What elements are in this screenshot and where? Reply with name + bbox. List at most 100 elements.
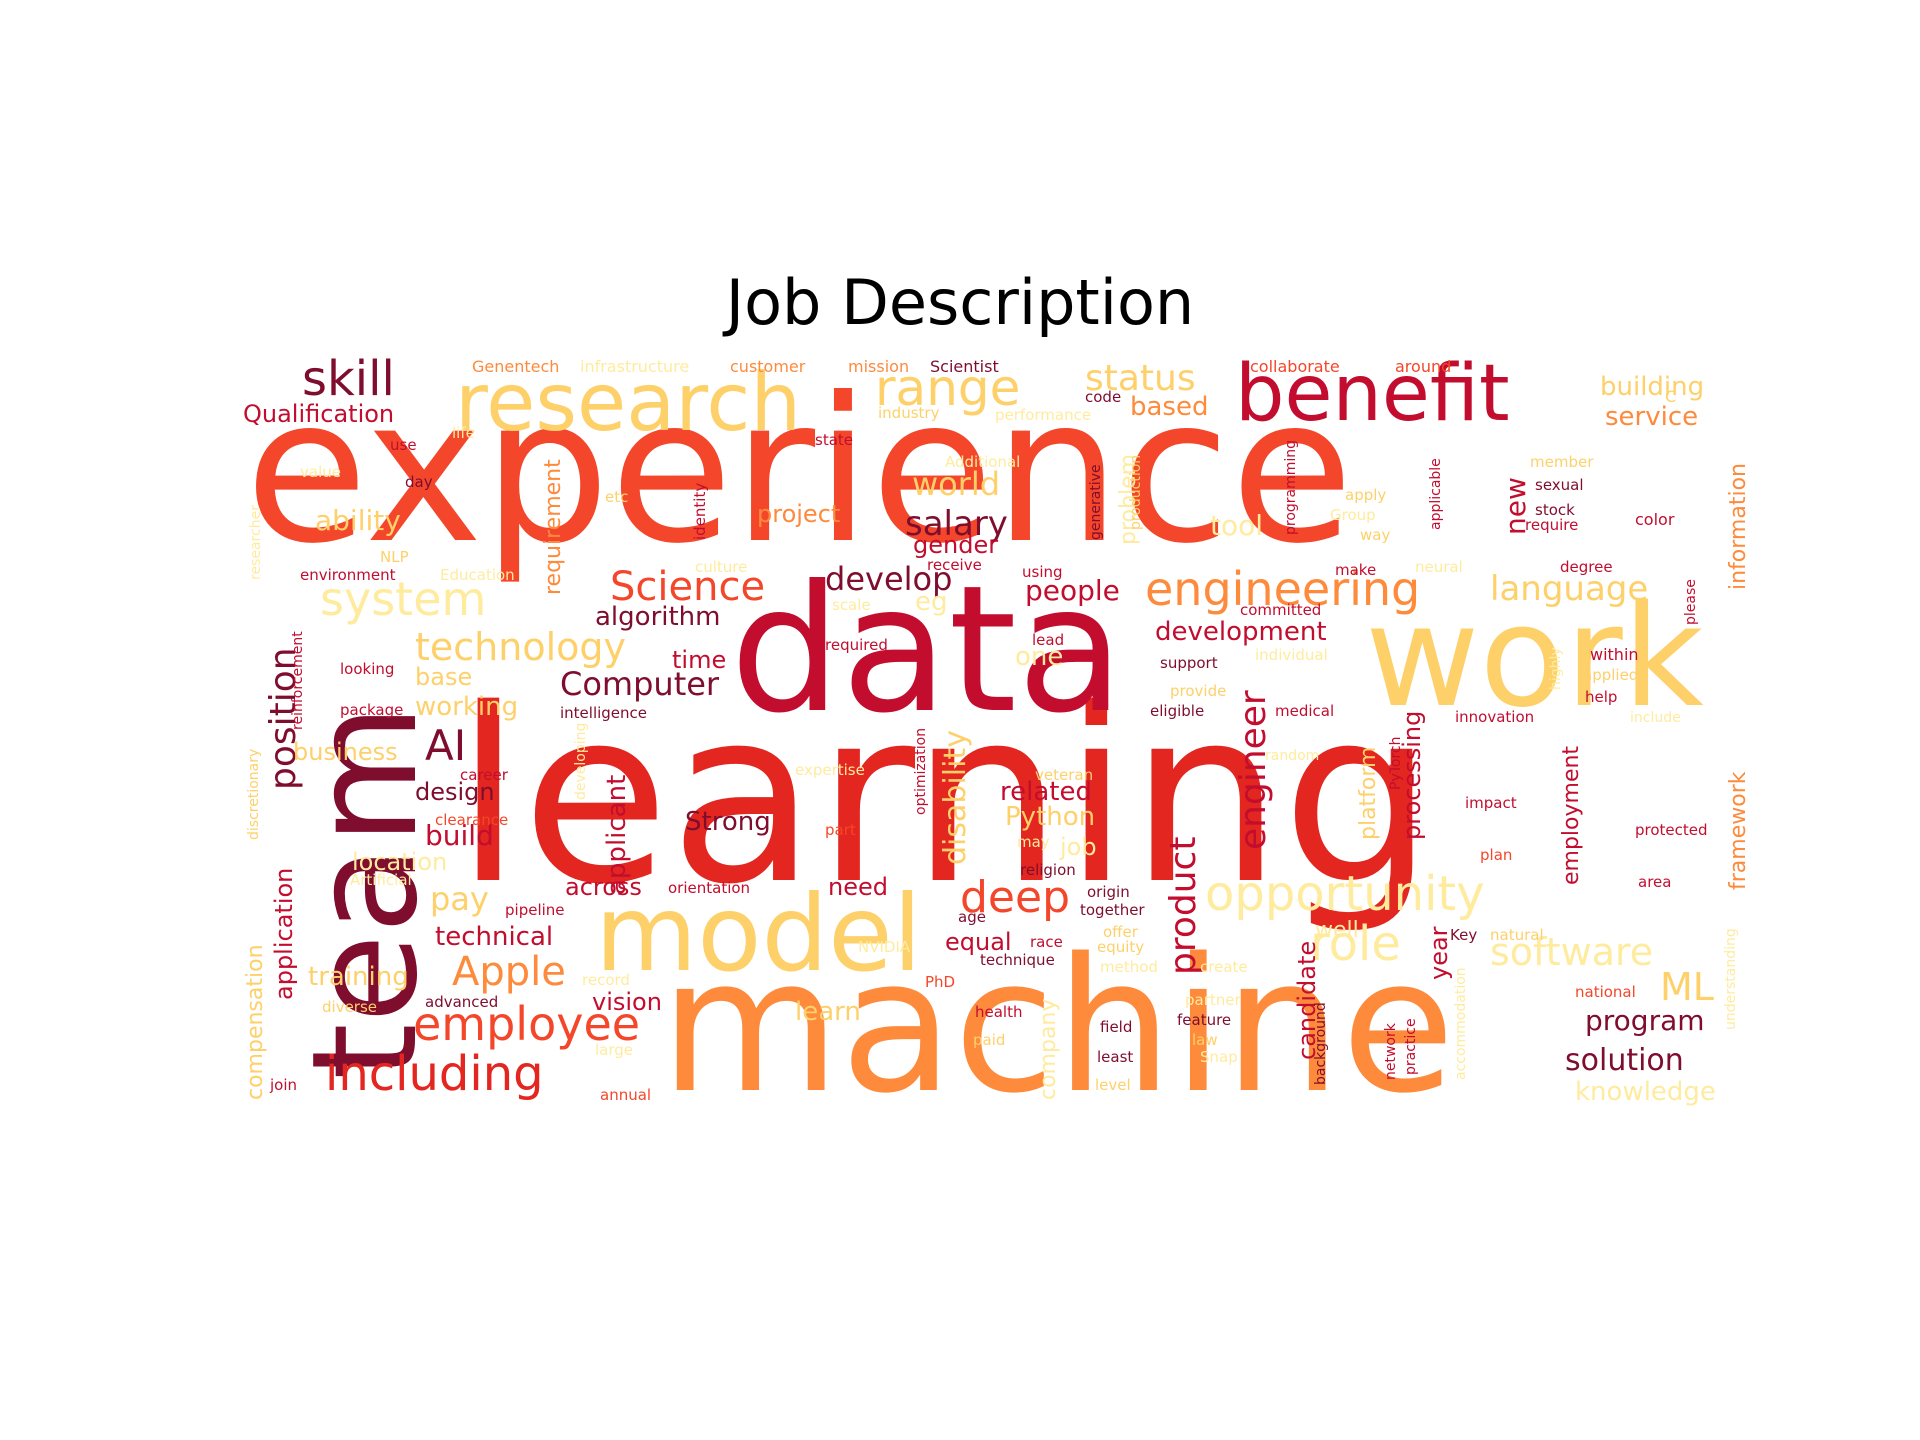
word-technical: technical [435,922,553,952]
word-system: system [320,572,486,626]
word-code: code [1085,388,1121,406]
word-record: record [582,971,630,989]
word-training: training [308,962,409,992]
word-additional: Additional [945,453,1020,471]
word-deep: deep [960,872,1070,923]
word-state: state [815,431,853,449]
word-customer: customer [730,357,806,376]
word-disability: disability [938,730,973,865]
word-world: world [912,465,1000,503]
word-highly: highly [1548,647,1564,690]
word-framework: framework [1726,771,1751,890]
word-based: based [1130,392,1208,422]
word-learning: learning [455,657,1434,937]
word-culture: culture [695,558,747,576]
word-accommodation: accommodation [1453,967,1469,1080]
word-environment: environment [300,566,396,584]
word-may: may [1017,833,1050,851]
word-field: field [1100,1018,1132,1036]
word-team: team [281,704,450,1080]
word-benefit: benefit [1235,349,1510,439]
word-develop: develop [825,560,952,598]
word-intelligence: intelligence [560,704,647,722]
word-gender: gender [913,531,998,559]
word-need: need [828,873,888,901]
word-problem: problem [1116,454,1141,545]
word-infrastructure: infrastructure [580,357,689,376]
word-paid: paid [973,1031,1005,1049]
word-life: life [452,424,475,442]
word-status: status [1085,358,1196,399]
word-new: new [1499,477,1532,535]
word-practice: practice [1403,1018,1419,1075]
word-nvidia: NVIDIA [858,938,911,956]
word-stock: stock [1535,501,1575,519]
word-build: build [425,819,494,852]
word-computer: Computer [560,665,720,703]
word-orientation: orientation [668,879,750,897]
word-package: package [340,701,403,719]
word-time: time [672,646,726,674]
word-snap: Snap [1200,1048,1238,1066]
word-committed: committed [1240,601,1321,619]
word-innovation: innovation [1455,708,1534,726]
word-building: building [1600,372,1704,402]
word-support: support [1160,654,1218,672]
figure-title: Job Description [725,266,1195,339]
word-ability: ability [315,504,401,537]
word-job: job [1059,833,1097,861]
word-impact: impact [1465,794,1517,812]
word-way: way [1360,526,1390,544]
word-race: race [1030,933,1063,951]
word-people: people [1025,574,1120,607]
word-health: health [975,1003,1022,1021]
word-applicant: applicant [602,775,632,895]
word-include: include [1630,710,1681,726]
word-identity: identity [691,483,709,540]
word-solution: solution [1565,1043,1684,1078]
word-least: least [1097,1048,1133,1066]
word-within: within [1590,645,1639,664]
word-expertise: expertise [795,761,865,779]
word-business: business [293,738,398,766]
word-engineering: engineering [1145,562,1420,616]
word-applied: applied [1583,666,1638,684]
word-researcher: researcher [248,505,264,580]
word-requirement: requirement [541,459,566,595]
word-make: make [1335,561,1376,579]
word-engineer: engineer [1233,690,1274,850]
word-understanding: understanding [1723,928,1739,1030]
word-learn: learn [795,997,861,1027]
word-one: one [1015,642,1063,672]
word-pay: pay [430,880,489,918]
word-location: location [352,848,447,876]
word-optimization: optimization [913,728,929,815]
word-research: research [455,356,801,449]
word-age: age [958,908,986,926]
word-eligible: eligible [1150,702,1204,720]
word-generative: generative [1088,464,1104,540]
word-artificial: Artificial [350,871,412,889]
word-information: information [1726,463,1751,590]
word-salary: salary [905,504,1008,544]
word-value: value [300,463,341,481]
word-together: together [1080,901,1145,919]
word-base: base [415,663,472,691]
word-member: member [1530,453,1594,471]
word-product: product [1163,837,1204,975]
word-candidate: candidate [1293,941,1321,1060]
word-company: company [1036,999,1061,1100]
word-origin: origin [1087,883,1130,901]
word-help: help [1585,688,1617,706]
word-medical: medical [1275,702,1334,720]
word-equal: equal [945,928,1012,956]
word-equity: equity [1097,938,1144,956]
word-data: data [730,549,1124,752]
word-large: large [595,1041,633,1059]
word-sexual: sexual [1535,476,1584,494]
word-create: create [1200,958,1248,976]
word-opportunity: opportunity [1205,866,1485,922]
word-advanced: advanced [425,993,498,1011]
